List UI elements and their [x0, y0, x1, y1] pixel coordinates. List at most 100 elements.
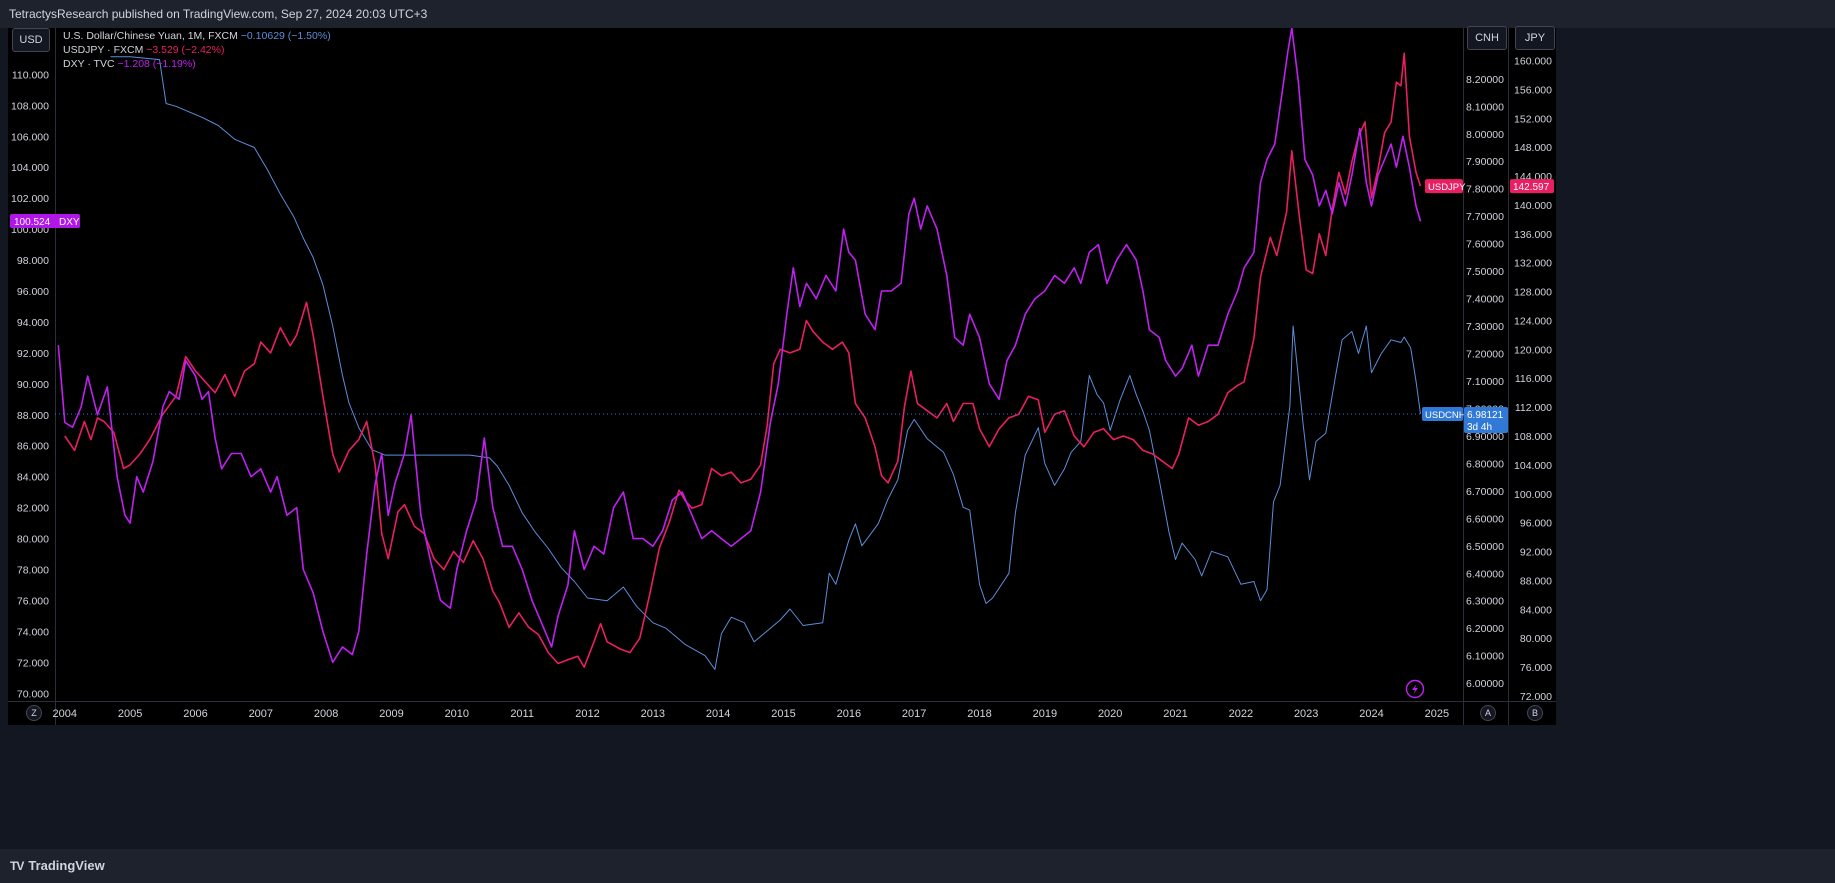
time-axis-tick-label: 2004 — [53, 708, 77, 720]
cnh-axis-tick-label: 6.30000 — [1466, 596, 1504, 608]
time-axis-tick-label: 2019 — [1033, 708, 1057, 720]
legend-series-name: U.S. Dollar/Chinese Yuan, 1M, FXCM — [63, 30, 241, 42]
cnh-axis-tick-label: 6.10000 — [1466, 651, 1504, 663]
time-axis-tick-label: 2024 — [1359, 708, 1383, 720]
plot-area-bg — [55, 28, 1463, 701]
cnh-axis-tick-label: 8.20000 — [1466, 74, 1504, 86]
left-axis-tick-label: 92.000 — [17, 348, 49, 360]
usdcnh-label-tag-text: USDCNH — [1425, 410, 1466, 421]
left-axis-tick-label: 84.000 — [17, 472, 49, 484]
time-axis-tick-label: 2018 — [967, 708, 991, 720]
jpy-axis-tick-label: 112.000 — [1515, 402, 1552, 414]
jpy-axis-tick-label: 156.000 — [1514, 84, 1552, 96]
usdjpy-label-tag-text: USDJPY — [1428, 182, 1466, 193]
series-layer — [55, 28, 1463, 670]
time-axis-tick-label: 2022 — [1229, 708, 1253, 720]
time-axis-tick-label: 2011 — [510, 708, 534, 720]
time-axis-tick-label: 2014 — [706, 708, 730, 720]
left-axis-tick-label: 72.000 — [17, 657, 49, 669]
usdcnh-price-tag-value: 6.98121 — [1467, 410, 1504, 421]
cnh-axis-tick-label: 8.00000 — [1466, 129, 1504, 141]
time-axis-tick-label: 2017 — [902, 708, 926, 720]
cnh-scale-button[interactable]: CNH — [1467, 26, 1507, 50]
publish-header: TetractysResearch published on TradingVi… — [0, 0, 1835, 28]
b-scale-button[interactable]: B — [1527, 705, 1543, 721]
jpy-axis-tick-label: 88.000 — [1520, 575, 1552, 587]
jpy-axis-tick-label: 104.000 — [1514, 460, 1552, 472]
left-axis-tick-label: 78.000 — [17, 564, 49, 576]
time-axis-tick-label: 2025 — [1425, 708, 1449, 720]
left-axis-tick-label: 70.000 — [17, 688, 49, 700]
left-axis-bg — [8, 28, 55, 701]
left-axis-tick-label: 90.000 — [17, 379, 49, 391]
usdcnh-price-tag — [1464, 406, 1508, 433]
jpy-axis-tick-label: 152.000 — [1514, 113, 1552, 125]
time-axis-tick-label: 2008 — [314, 708, 338, 720]
left-axis-tick-label: 102.000 — [11, 193, 49, 205]
chart-area[interactable]: 70.000 72.000 74.000 76.000 78.000 80.000 82.0… — [8, 26, 1827, 849]
jpy-price-axis[interactable]: 72.000 76.000 80.000 84.000 88.000 92.000 96.0… — [1514, 55, 1552, 702]
legend: U.S. Dollar/Chinese Yuan, 1M, FXCM −0.10… — [63, 30, 331, 70]
time-axis-tick-label: 2020 — [1098, 708, 1122, 720]
left-axis-tick-label: 74.000 — [17, 626, 49, 638]
cnh-axis-tick-label: 6.20000 — [1466, 623, 1504, 635]
time-axis-tick-label: 2012 — [575, 708, 599, 720]
tradingview-logo-icon: TV — [10, 858, 24, 873]
usdcnh-price-tag-countdown: 3d 4h — [1467, 422, 1492, 433]
tradingview-logo[interactable]: TV TradingView — [10, 858, 105, 873]
usdjpy-price-tag-value: 142.597 — [1513, 182, 1550, 193]
jpy-axis-tick-label: 160.000 — [1514, 55, 1552, 67]
lightning-icon-circle — [1405, 679, 1425, 699]
left-axis-tick-label: 88.000 — [17, 410, 49, 422]
jpy-axis-tick-label: 96.000 — [1520, 518, 1552, 530]
tradingview-brand-text: TradingView — [28, 858, 105, 873]
left-axis-tick-label: 94.000 — [17, 317, 49, 329]
replay-lightning-icon[interactable] — [1405, 679, 1425, 699]
left-axis-tick-label: 76.000 — [17, 595, 49, 607]
jpy-axis-tick-label: 148.000 — [1514, 142, 1552, 154]
cnh-axis-tick-label: 6.90000 — [1466, 431, 1504, 443]
cnh-price-axis[interactable]: 6.00000 6.10000 6.20000 6.30000 6.40000 6.500… — [1466, 74, 1504, 690]
usd-scale-button[interactable]: USD — [12, 28, 50, 52]
cnh-axis-tick-label: 7.90000 — [1466, 156, 1504, 168]
time-axis-tick-label: 2007 — [249, 708, 273, 720]
time-axis[interactable]: 2004 2005 2006 2007 2008 2009 2010 2011 2012 2013… — [53, 708, 1450, 720]
jpy-axis-tick-label: 84.000 — [1520, 604, 1552, 616]
jpy-scale-button[interactable]: JPY — [1515, 26, 1555, 50]
chart-canvas[interactable]: 70.000 72.000 74.000 76.000 78.000 80.000 82.0… — [8, 28, 1827, 849]
legend-row: DXY · TVC −1.208 (−1.19%) — [63, 58, 196, 70]
auto-scale-button[interactable]: A — [1480, 705, 1496, 721]
cnh-axis-tick-label: 6.50000 — [1466, 541, 1504, 553]
cnh-axis-tick-label: 6.60000 — [1466, 513, 1504, 525]
time-axis-tick-label: 2013 — [641, 708, 665, 720]
dxy-price-tag-label: DXY — [59, 217, 80, 228]
zoom-reset-button[interactable]: Z — [26, 705, 42, 721]
cnh-axis-tick-label: 6.80000 — [1466, 458, 1504, 470]
jpy-axis-tick-label: 76.000 — [1520, 662, 1552, 674]
time-axis-tick-label: 2009 — [379, 708, 403, 720]
left-axis-tick-label: 106.000 — [11, 131, 49, 143]
dxy-price-tag — [10, 214, 80, 229]
usdjpy-label-tag — [1425, 179, 1463, 194]
footer-bar: TV TradingView — [0, 849, 1835, 883]
axis-separators — [8, 28, 1556, 725]
legend-series-name: DXY · TVC — [63, 58, 117, 70]
left-axis-tick-label: 96.000 — [17, 286, 49, 298]
cnh-axis-tick-label: 7.10000 — [1466, 376, 1504, 388]
left-axis-tick-label: 80.000 — [17, 534, 49, 546]
cnh-axis-tick-label: 6.40000 — [1466, 568, 1504, 580]
left-axis-tick-label: 104.000 — [11, 162, 49, 174]
time-axis-bg — [8, 701, 1556, 725]
series-line-jpy — [64, 52, 1422, 668]
usdjpy-price-tag — [1510, 179, 1554, 194]
left-axis-tick-label: 110.000 — [12, 69, 49, 81]
plot-background-group — [8, 28, 1556, 725]
jpy-axis-tick-label: 116.000 — [1515, 373, 1552, 385]
cnh-axis-tick-label: 7.80000 — [1466, 184, 1504, 196]
lightning-icon — [1412, 684, 1418, 694]
dxy-price-tag-value: 100.524 — [14, 217, 51, 228]
publish-info-text: TetractysResearch published on TradingVi… — [9, 7, 428, 21]
legend-series-change: −0.10629 (−1.50%) — [241, 30, 331, 42]
jpy-axis-tick-label: 108.000 — [1514, 431, 1552, 443]
